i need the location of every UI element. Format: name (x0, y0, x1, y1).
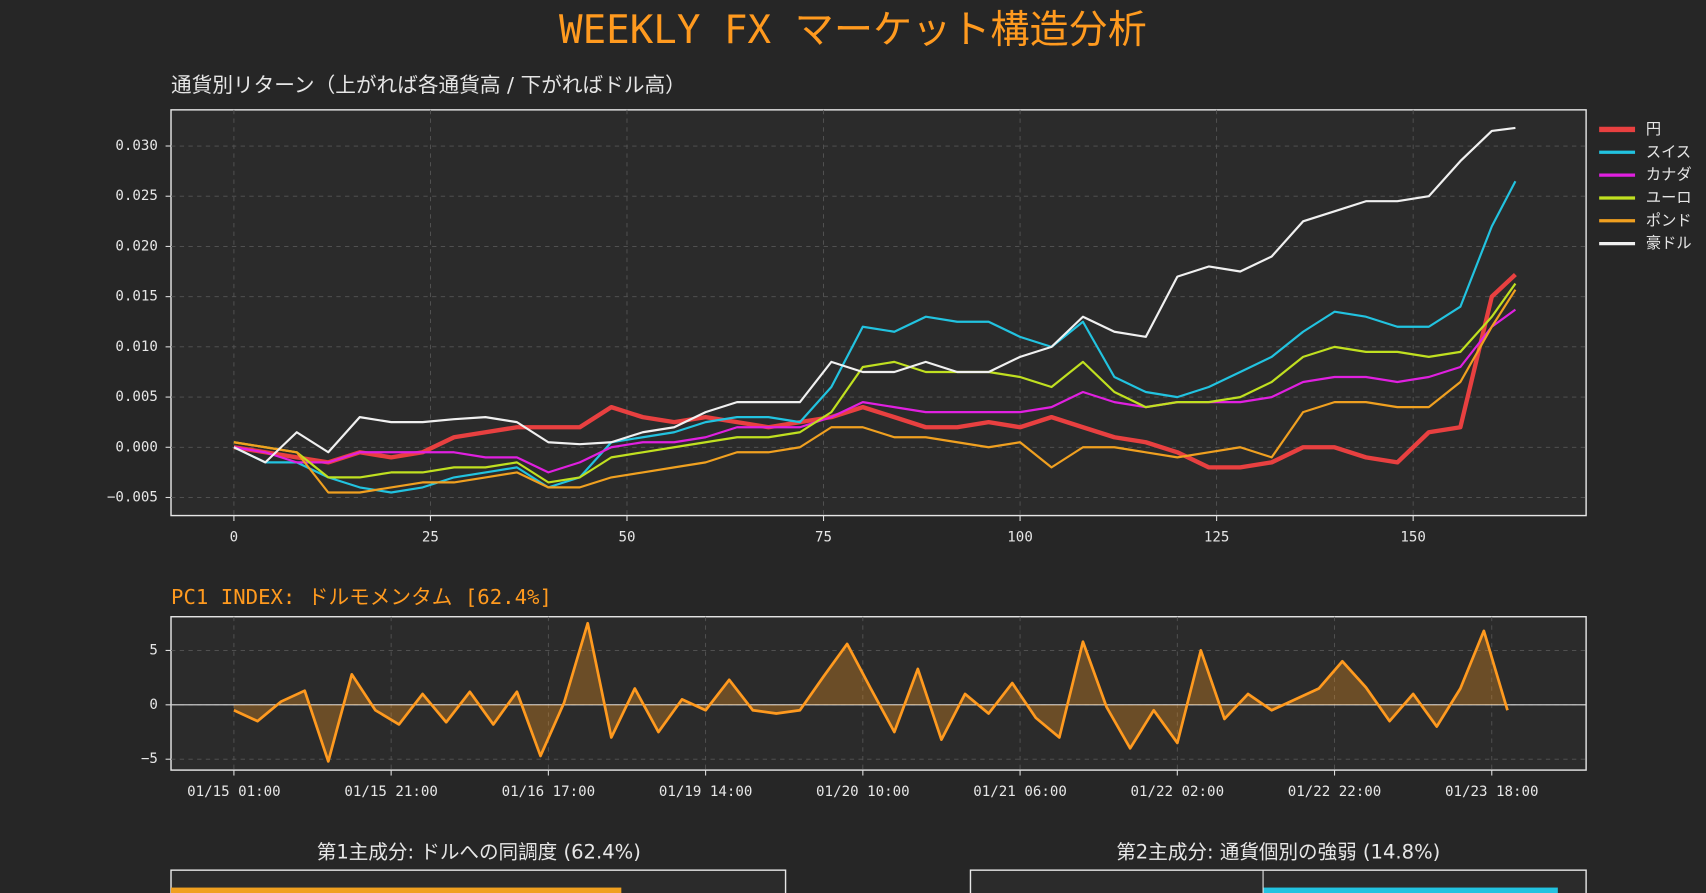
x-tick-label: 125 (1204, 529, 1230, 545)
y-tick-label: 0.010 (115, 339, 158, 355)
legend-label: 豪ドル (1646, 234, 1692, 252)
y-tick-label: 5 (149, 642, 158, 658)
chart-title: 第1主成分: ドルへの同調度 (62.4%) (317, 840, 641, 863)
legend-label: ポンド (1646, 211, 1692, 229)
x-tick-label: 01/19 14:00 (659, 784, 753, 800)
y-tick-label: 0.015 (115, 289, 158, 305)
series-line (233, 180, 1517, 494)
y-tick-label: −0.005 (107, 489, 158, 505)
x-tick-label: 01/15 21:00 (344, 784, 438, 800)
page-title: WEEKLY FX マーケット構造分析 (559, 8, 1147, 53)
y-tick-label: 0.005 (115, 389, 158, 405)
chart-title: PC1 INDEX: ドルモメンタム [62.4%] (171, 585, 552, 609)
series-line (233, 126, 1516, 464)
x-tick-label: 75 (815, 529, 832, 545)
chart-title: 第2主成分: 通貨個別の強弱 (14.8%) (1116, 840, 1440, 863)
x-tick-label: 01/21 06:00 (973, 784, 1067, 800)
series-line (233, 621, 1509, 763)
series-line (233, 282, 1517, 484)
x-tick-label: 01/16 17:00 (502, 784, 596, 800)
x-tick-label: 01/15 01:00 (187, 784, 281, 800)
x-tick-label: 100 (1007, 529, 1033, 545)
chart-title: 通貨別リターン（上がれば各通貨高 / 下がればドル高） (171, 73, 686, 97)
bar-top (1263, 887, 1558, 893)
y-tick-label: −5 (141, 751, 158, 767)
y-tick-label: 0.025 (115, 188, 158, 204)
x-tick-label: 0 (230, 529, 239, 545)
y-tick-label: 0.000 (115, 439, 158, 455)
plot-frame (170, 109, 1587, 517)
series-line (233, 289, 1517, 494)
series-line (233, 272, 1517, 470)
x-tick-label: 01/20 10:00 (816, 784, 910, 800)
x-tick-label: 50 (618, 529, 635, 545)
legend-label: カナダ (1646, 166, 1692, 184)
plot-frame (170, 869, 787, 893)
legend-label: 円 (1646, 120, 1661, 138)
series-line (233, 308, 1517, 474)
plot-frame (170, 616, 1587, 771)
y-tick-label: 0.030 (115, 138, 158, 154)
y-tick-label: 0 (149, 697, 158, 713)
legend-label: スイス (1646, 143, 1691, 161)
x-tick-label: 01/23 18:00 (1445, 784, 1539, 800)
x-tick-label: 25 (422, 529, 439, 545)
y-tick-label: 0.020 (115, 238, 158, 254)
bar-top (171, 887, 622, 893)
legend-label: ユーロ (1646, 188, 1692, 206)
plot-frame (969, 869, 1587, 893)
x-tick-label: 150 (1400, 529, 1426, 545)
x-tick-label: 01/22 22:00 (1288, 784, 1382, 800)
x-tick-label: 01/22 02:00 (1131, 784, 1225, 800)
